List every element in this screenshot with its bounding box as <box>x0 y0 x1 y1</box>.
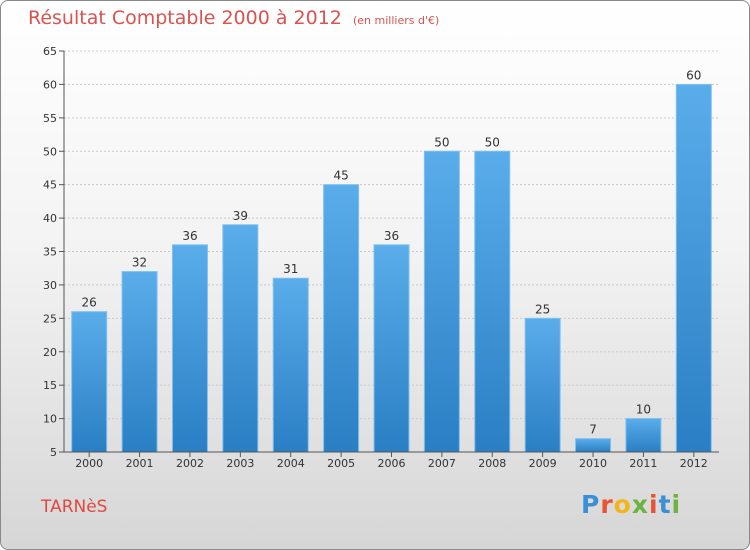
bar <box>625 418 662 453</box>
bar <box>71 311 108 453</box>
data-label: 50 <box>485 135 500 149</box>
x-tick-label: 2005 <box>327 457 355 470</box>
y-tick-label: 65 <box>43 45 57 58</box>
place-name: TARNèS <box>41 497 108 517</box>
data-label: 60 <box>686 68 701 82</box>
y-tick-label: 55 <box>43 112 57 125</box>
data-label: 25 <box>535 302 550 316</box>
x-tick-label: 2012 <box>680 457 708 470</box>
data-label: 32 <box>132 256 147 270</box>
bar <box>423 150 460 453</box>
x-tick-label: 2011 <box>629 457 657 470</box>
data-label: 7 <box>589 423 597 437</box>
bars: 26 32 36 39 31 45 36 50 50 25 7 10 60 <box>71 68 712 453</box>
logo-letter: t <box>658 490 672 519</box>
x-tick-label: 2000 <box>75 457 103 470</box>
x-tick-label: 2002 <box>176 457 204 470</box>
bar <box>575 438 612 453</box>
x-tick-label: 2009 <box>529 457 557 470</box>
y-tick-label: 35 <box>43 246 57 259</box>
y-tick-label: 15 <box>43 379 57 392</box>
y-tick-label: 40 <box>43 212 57 225</box>
bar <box>524 317 561 453</box>
bar <box>222 224 259 453</box>
y-tick-label: 25 <box>43 312 57 325</box>
data-label: 10 <box>636 403 651 417</box>
x-tick-label: 2001 <box>126 457 154 470</box>
x-tick-label: 2003 <box>226 457 254 470</box>
data-label: 39 <box>233 209 248 223</box>
y-tick-label: 30 <box>43 279 57 292</box>
y-tick-label: 50 <box>43 145 57 158</box>
chart-subtitle: (en milliers d'€) <box>352 14 440 27</box>
logo-letter: r <box>600 490 614 519</box>
logo-letter: i <box>671 490 682 519</box>
bar <box>272 277 309 453</box>
data-label: 45 <box>333 169 348 183</box>
y-tick-label: 10 <box>43 413 57 426</box>
x-tick-label: 2008 <box>478 457 506 470</box>
bar <box>121 271 158 453</box>
logo-letter: o <box>613 490 632 519</box>
bar <box>171 244 208 453</box>
logo-letter: P <box>581 490 601 519</box>
data-label: 26 <box>82 296 97 310</box>
proxiti-logo: Proxiti <box>581 490 681 519</box>
y-tick-label: 45 <box>43 179 57 192</box>
title-row: Résultat Comptable 2000 à 2012 (en milli… <box>28 7 439 29</box>
x-tick-label: 2010 <box>579 457 607 470</box>
chart-title: Résultat Comptable 2000 à 2012 <box>28 7 342 29</box>
x-tick-label: 2006 <box>378 457 406 470</box>
x-tick-label: 2007 <box>428 457 456 470</box>
data-label: 50 <box>434 135 449 149</box>
logo-letter: x <box>631 490 649 519</box>
data-label: 31 <box>283 262 298 276</box>
data-label: 36 <box>182 229 197 243</box>
bar <box>675 83 712 453</box>
y-tick-label: 5 <box>50 446 57 459</box>
bar <box>323 184 360 453</box>
x-tick-label: 2004 <box>277 457 305 470</box>
y-tick-label: 60 <box>43 78 57 91</box>
y-tick-label: 20 <box>43 346 57 359</box>
logo-letter: i <box>649 490 659 519</box>
bar <box>474 150 511 453</box>
data-label: 36 <box>384 229 399 243</box>
bar <box>373 244 410 453</box>
axes: 5 10 15 20 25 30 35 40 45 50 55 60 65 2000 2001 2002 200… <box>43 45 719 470</box>
